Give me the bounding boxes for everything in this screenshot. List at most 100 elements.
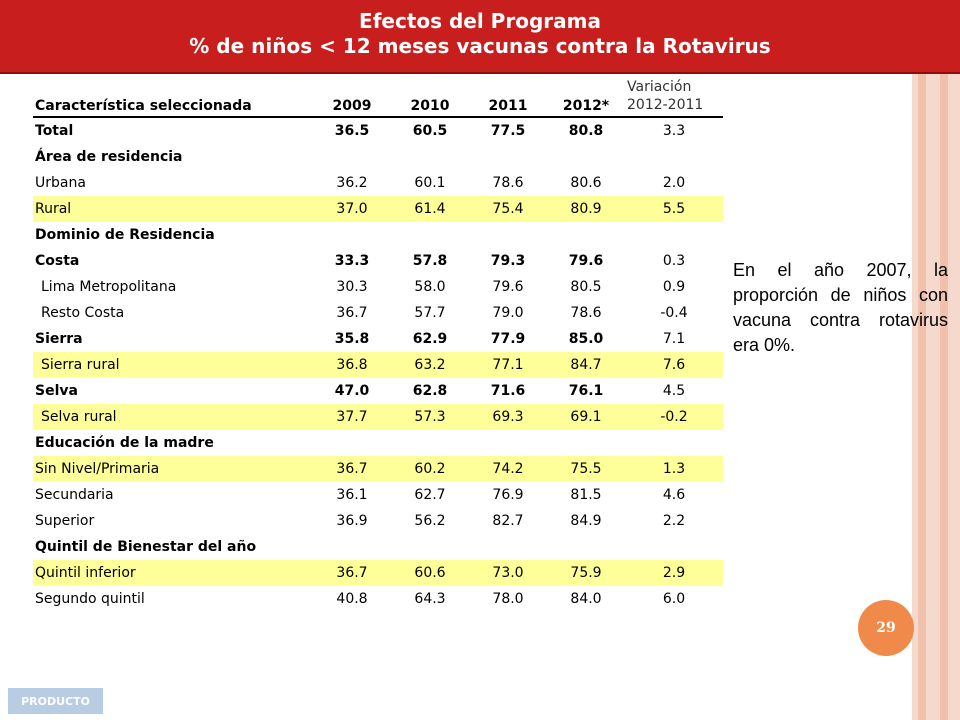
cell-2011: 79.0 xyxy=(492,305,524,321)
cell-2012: 84.9 xyxy=(570,513,602,529)
table-row: Rural 37.0 61.4 75.4 80.9 5.5 xyxy=(33,196,723,222)
cell-2012: 75.5 xyxy=(547,456,625,482)
cell-2012: 80.5 xyxy=(570,279,602,295)
cell-variation: 4.5 xyxy=(662,383,686,399)
cell-2010: 58.0 xyxy=(414,279,446,295)
cell-variation: -0.2 xyxy=(625,404,723,430)
section-label: Educación de la madre xyxy=(35,435,214,451)
decorative-side-stripes xyxy=(910,0,960,720)
cell-2012: 85.0 xyxy=(568,331,604,347)
page-number-badge: 29 xyxy=(858,600,914,656)
cell-variation: 2.0 xyxy=(662,175,686,191)
table-row: Selva 47.0 62.8 71.6 76.1 4.5 xyxy=(33,378,723,404)
cell-2012: 80.8 xyxy=(568,123,604,139)
slide-title: Efectos del Programa xyxy=(359,9,601,33)
cell-2011: 74.2 xyxy=(469,456,547,482)
cell-2009: 30.3 xyxy=(336,279,368,295)
cell-2010: 62.8 xyxy=(412,383,448,399)
cell-2010: 61.4 xyxy=(391,196,469,222)
cell-2010: 60.6 xyxy=(391,560,469,586)
cell-2012: 79.6 xyxy=(568,253,604,269)
vaccination-table: Característica seleccionada 2009 2010 20… xyxy=(33,62,723,612)
section-label: Área de residencia xyxy=(35,149,183,165)
table-row: Costa 33.3 57.8 79.3 79.6 0.3 xyxy=(33,248,723,274)
table-section-row: Quintil de Bienestar del año xyxy=(33,534,723,560)
cell-2011: 77.1 xyxy=(469,352,547,378)
cell-variation: 6.0 xyxy=(662,591,686,607)
row-label: Sierra xyxy=(35,331,83,347)
row-label: Selva rural xyxy=(33,404,313,430)
cell-2009: 36.2 xyxy=(336,175,368,191)
row-label: Sierra rural xyxy=(33,352,313,378)
row-label: Superior xyxy=(35,513,95,529)
table-row: Segundo quintil 40.8 64.3 78.0 84.0 6.0 xyxy=(33,586,723,612)
row-label: Segundo quintil xyxy=(35,591,145,607)
row-label: Secundaria xyxy=(35,487,114,503)
cell-variation: 2.2 xyxy=(662,513,686,529)
cell-2009: 36.5 xyxy=(334,123,370,139)
cell-2011: 77.5 xyxy=(490,123,526,139)
column-header-2010: 2010 xyxy=(391,62,469,118)
table-row: Resto Costa 36.7 57.7 79.0 78.6 -0.4 xyxy=(33,300,723,326)
cell-2009: 33.3 xyxy=(334,253,370,269)
cell-2012: 84.0 xyxy=(570,591,602,607)
cell-variation: 1.3 xyxy=(625,456,723,482)
cell-2010: 60.5 xyxy=(412,123,448,139)
cell-variation: 0.3 xyxy=(662,253,686,269)
column-header-2011: 2011 xyxy=(469,62,547,118)
cell-2011: 79.6 xyxy=(492,279,524,295)
cell-2009: 36.7 xyxy=(336,305,368,321)
cell-2011: 69.3 xyxy=(469,404,547,430)
variation-header-line1: Variación xyxy=(627,79,692,95)
column-header-variation: Variación 2012-2011 xyxy=(625,62,723,118)
cell-2012: 80.6 xyxy=(570,175,602,191)
table-row: Sierra rural 36.8 63.2 77.1 84.7 7.6 xyxy=(33,352,723,378)
cell-2010: 63.2 xyxy=(391,352,469,378)
row-label: Selva xyxy=(35,383,78,399)
cell-variation: 2.9 xyxy=(625,560,723,586)
cell-variation: 5.5 xyxy=(625,196,723,222)
row-label: Total xyxy=(35,123,74,139)
section-label: Quintil de Bienestar del año xyxy=(35,539,257,555)
cell-2012: 80.9 xyxy=(547,196,625,222)
slide-header: Efectos del Programa % de niños < 12 mes… xyxy=(0,0,960,74)
cell-2009: 47.0 xyxy=(334,383,370,399)
cell-2009: 40.8 xyxy=(336,591,368,607)
row-label: Sin Nivel/Primaria xyxy=(33,456,313,482)
cell-variation: 0.9 xyxy=(662,279,686,295)
table-row: Selva rural 37.7 57.3 69.3 69.1 -0.2 xyxy=(33,404,723,430)
row-label: Quintil inferior xyxy=(33,560,313,586)
cell-variation: 3.3 xyxy=(662,123,686,139)
row-label: Costa xyxy=(35,253,80,269)
column-header-2012: 2012* xyxy=(547,62,625,118)
table-section-row: Área de residencia xyxy=(33,144,723,170)
cell-2012: 75.9 xyxy=(547,560,625,586)
row-label: Lima Metropolitana xyxy=(41,279,177,295)
table-body: Total 36.5 60.5 77.5 80.8 3.3 Área de residenc… xyxy=(33,117,723,612)
cell-2011: 78.0 xyxy=(492,591,524,607)
cell-2010: 57.3 xyxy=(391,404,469,430)
table-row: Sierra 35.8 62.9 77.9 85.0 7.1 xyxy=(33,326,723,352)
slide-subtitle: % de niños < 12 meses vacunas contra la … xyxy=(189,34,771,58)
cell-2011: 76.9 xyxy=(492,487,524,503)
cell-2011: 77.9 xyxy=(490,331,526,347)
cell-2010: 57.7 xyxy=(414,305,446,321)
table-row: Total 36.5 60.5 77.5 80.8 3.3 xyxy=(33,117,723,144)
cell-2010: 64.3 xyxy=(414,591,446,607)
variation-header-line2: 2012-2011 xyxy=(627,97,704,113)
table-section-row: Educación de la madre xyxy=(33,430,723,456)
table-row: Sin Nivel/Primaria 36.7 60.2 74.2 75.5 1.3 xyxy=(33,456,723,482)
row-label: Resto Costa xyxy=(41,305,125,321)
table-row: Quintil inferior 36.7 60.6 73.0 75.9 2.9 xyxy=(33,560,723,586)
cell-2011: 79.3 xyxy=(490,253,526,269)
cell-2009: 36.9 xyxy=(336,513,368,529)
cell-2011: 73.0 xyxy=(469,560,547,586)
cell-2012: 69.1 xyxy=(547,404,625,430)
cell-2009: 36.7 xyxy=(313,560,391,586)
cell-2012: 81.5 xyxy=(570,487,602,503)
cell-2011: 82.7 xyxy=(492,513,524,529)
footer-tag: PRODUCTO xyxy=(8,688,103,714)
row-label: Urbana xyxy=(35,175,86,191)
cell-2010: 57.8 xyxy=(412,253,448,269)
cell-2011: 78.6 xyxy=(492,175,524,191)
